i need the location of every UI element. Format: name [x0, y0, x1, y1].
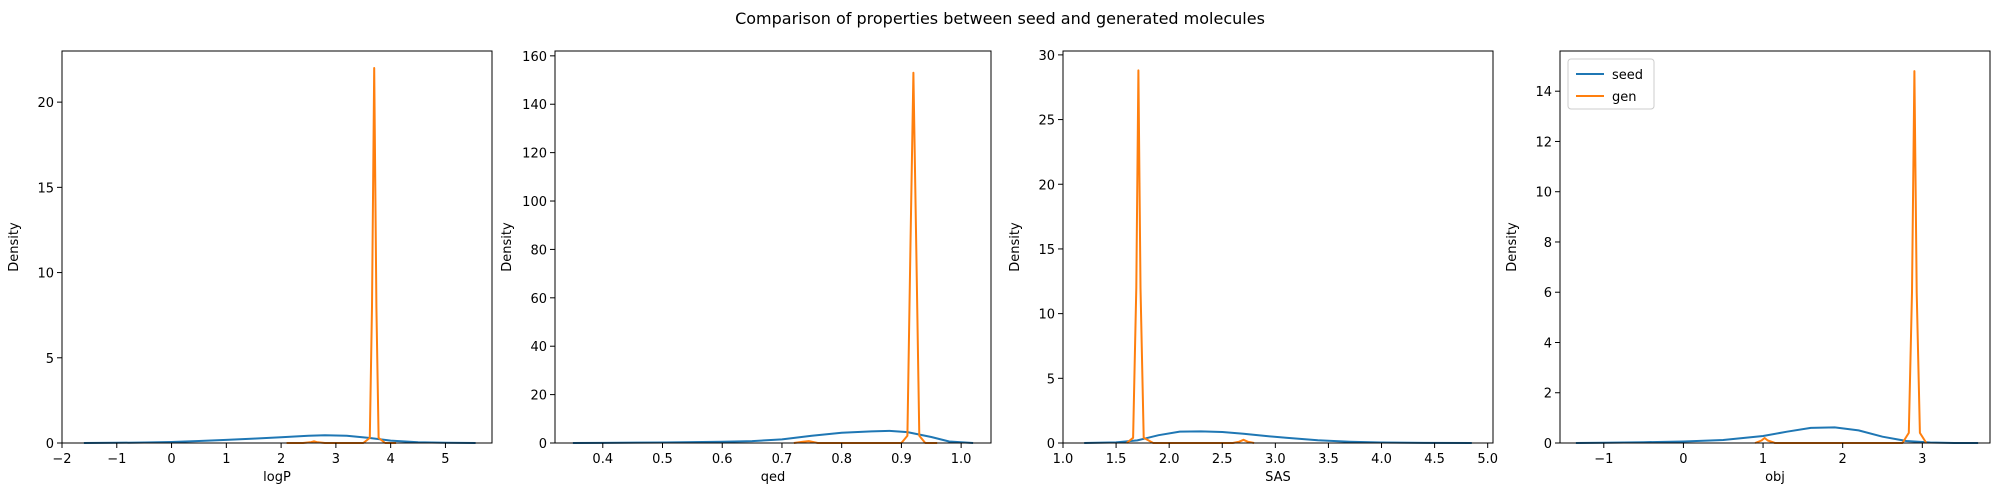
y-tick-label: 5 [1047, 372, 1055, 387]
y-axis-label: Density [7, 222, 22, 272]
legend-label-seed: seed [1612, 68, 1643, 83]
x-tick-label: 0.7 [772, 452, 793, 467]
series-line-gen [1126, 69, 1255, 444]
x-axis-label: SAS [1265, 470, 1291, 485]
y-tick-label: 10 [1038, 308, 1055, 323]
y-tick-label: 2 [1544, 387, 1552, 402]
x-tick-label: −1 [107, 452, 126, 467]
y-tick-label: 0 [539, 437, 547, 452]
x-tick-label: 3 [332, 452, 340, 467]
y-axis-label: Density [1008, 222, 1023, 272]
series-line-seed [572, 429, 974, 444]
x-tick-label: 0.9 [891, 452, 912, 467]
y-tick-label: 10 [37, 267, 54, 282]
y-tick-label: 100 [522, 195, 547, 210]
x-tick-label: 0.6 [712, 452, 733, 467]
y-tick-label: 20 [1038, 178, 1055, 193]
y-tick-label: 20 [37, 96, 54, 111]
y-tick-label: 120 [522, 147, 547, 162]
x-tick-label: 0 [167, 452, 175, 467]
axes-frame [1559, 50, 1991, 444]
y-tick-label: 160 [522, 50, 547, 65]
x-axis-label: logP [263, 470, 291, 485]
y-tick-label: 140 [522, 98, 547, 113]
axes-frame [1062, 50, 1494, 444]
x-tick-label: 5.0 [1477, 452, 1498, 467]
y-tick-label: 14 [1535, 85, 1552, 100]
x-tick-label: 2 [277, 452, 285, 467]
x-tick-label: 4.5 [1424, 452, 1445, 467]
x-tick-label: 5 [441, 452, 449, 467]
y-tick-label: 30 [1038, 49, 1055, 64]
legend-box [1567, 58, 1655, 110]
axes-frame [61, 50, 493, 444]
subplot-logP: −2 −1 0 1 2 3 4 5 0 5 10 15 20 logP Density [7, 50, 493, 485]
series-line-gen [1754, 70, 1928, 444]
x-tick-label: 1 [222, 452, 230, 467]
x-tick-label: 4.0 [1371, 452, 1392, 467]
x-tick-label: 4 [387, 452, 395, 467]
x-tick-label: 3.0 [1265, 452, 1286, 467]
y-tick-label: 5 [46, 352, 54, 367]
figure-title: Comparison of properties between seed an… [735, 9, 1265, 28]
x-tick-label: 3 [1918, 452, 1926, 467]
y-tick-label: 60 [530, 292, 547, 307]
y-tick-label: 0 [46, 437, 54, 452]
series-line-gen [793, 71, 938, 444]
x-tick-label: 1 [1759, 452, 1767, 467]
series-line-seed [83, 434, 476, 444]
x-tick-label: 0.5 [652, 452, 673, 467]
y-tick-label: 0 [1544, 437, 1552, 452]
x-tick-label: 2.5 [1212, 452, 1233, 467]
legend: seed gen [1567, 58, 1655, 110]
legend-label-gen: gen [1612, 90, 1637, 105]
x-axis-label: qed [761, 470, 786, 485]
x-tick-label: 1.5 [1106, 452, 1127, 467]
x-tick-label: 0.8 [831, 452, 852, 467]
x-tick-label: 2.0 [1159, 452, 1180, 467]
y-tick-label: 15 [37, 181, 54, 196]
axes-frame [554, 50, 992, 444]
x-tick-label: 3.5 [1318, 452, 1339, 467]
x-axis-label: obj [1765, 470, 1785, 485]
y-tick-label: 0 [1047, 437, 1055, 452]
y-tick-label: 25 [1038, 114, 1055, 129]
series-line-gen [286, 67, 397, 444]
y-tick-label: 8 [1544, 236, 1552, 251]
x-tick-label: 0.4 [592, 452, 613, 467]
y-tick-label: 12 [1535, 135, 1552, 150]
y-tick-label: 20 [530, 389, 547, 404]
x-tick-label: 1.0 [1053, 452, 1074, 467]
x-tick-label: 0 [1679, 452, 1687, 467]
series-line-seed [1575, 426, 1979, 444]
y-axis-label: Density [500, 222, 515, 272]
x-tick-label: −2 [52, 452, 71, 467]
series-line-seed [1084, 430, 1472, 444]
x-tick-label: 2 [1839, 452, 1847, 467]
y-tick-label: 15 [1038, 243, 1055, 258]
y-tick-label: 80 [530, 243, 547, 258]
y-tick-label: 4 [1544, 336, 1552, 351]
y-tick-label: 6 [1544, 286, 1552, 301]
x-tick-label: 1.0 [951, 452, 972, 467]
subplot-SAS: 1.0 1.5 2.0 2.5 3.0 3.5 4.0 4.5 5.0 0 5 10 15 20 25 30 S… [1008, 49, 1498, 485]
x-tick-label: −1 [1594, 452, 1613, 467]
subplot-qed: 0.4 0.5 0.6 0.7 0.8 0.9 1.0 0 20 40 60 80 100 120 140 1… [500, 50, 992, 485]
y-tick-label: 10 [1535, 186, 1552, 201]
y-tick-label: 40 [530, 340, 547, 355]
y-axis-label: Density [1505, 222, 1520, 272]
